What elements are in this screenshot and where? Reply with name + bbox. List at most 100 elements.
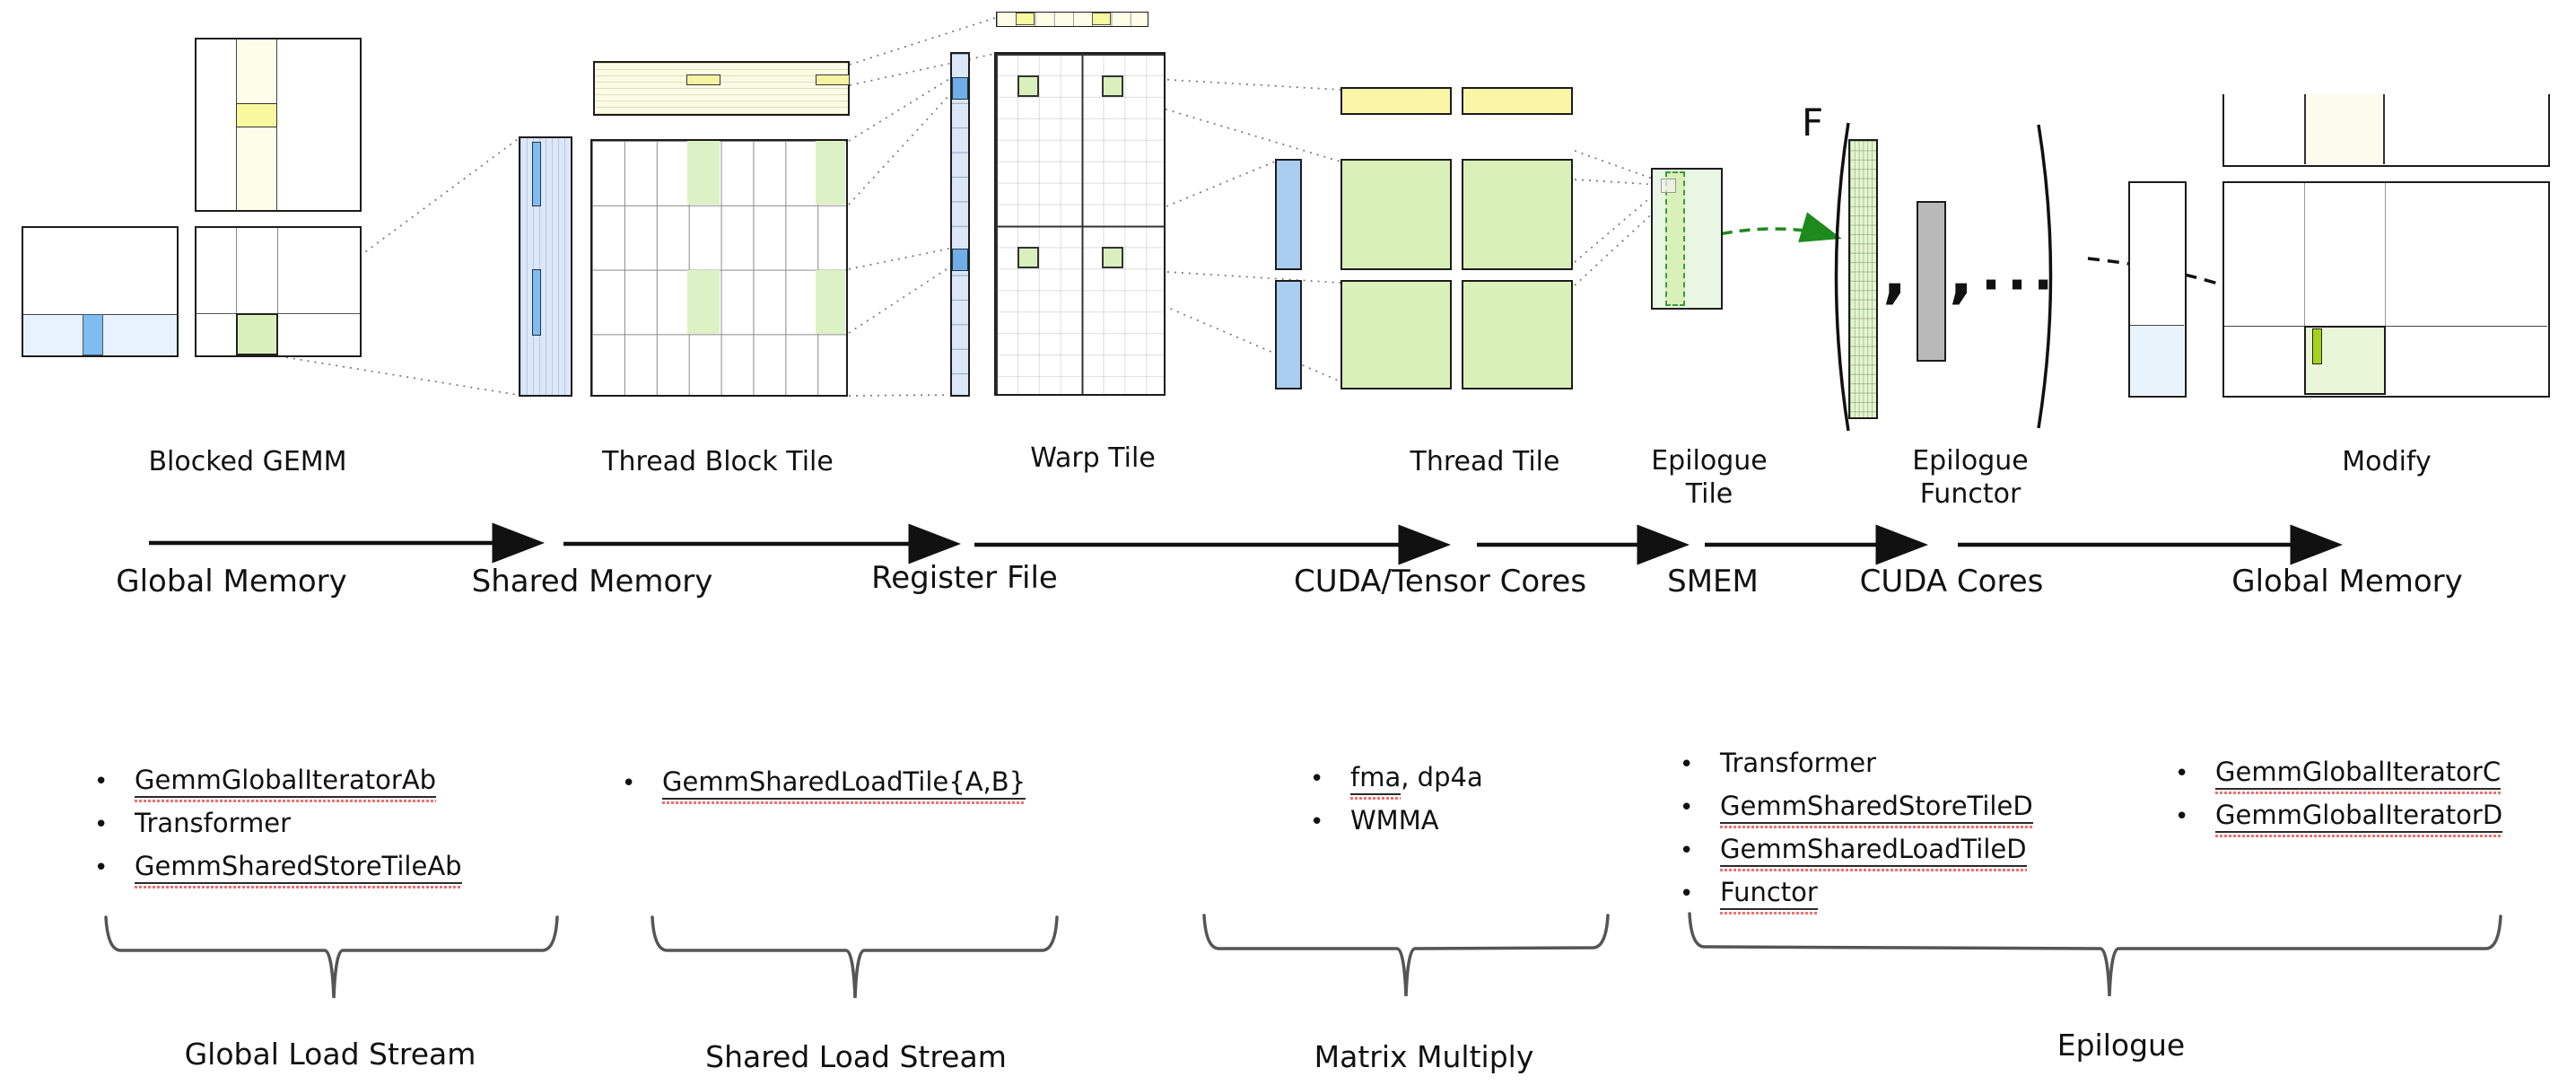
functor-comma: , bbox=[1882, 235, 1908, 311]
memory-label-cuda-tensor-cores: CUDA/Tensor Cores bbox=[1293, 564, 1587, 599]
bullet-text: GemmGlobalIteratorAb bbox=[135, 765, 437, 798]
functor-f-symbol: F bbox=[1802, 101, 1824, 144]
functor-comma: , bbox=[1949, 235, 1974, 311]
brace-label-global-load-stream: Global Load Stream bbox=[184, 1037, 476, 1072]
thread-b-strip bbox=[1462, 87, 1573, 115]
epilogue-functor-label-line1: Epilogue bbox=[1912, 445, 2029, 477]
stage-label-warp-tile: Warp Tile bbox=[1030, 442, 1156, 474]
bullet-dot: • bbox=[1680, 794, 1694, 821]
mini-strip-highlight bbox=[1016, 13, 1035, 25]
bullet-dot: • bbox=[94, 811, 109, 838]
modify-b-column-band bbox=[2303, 94, 2385, 164]
bullet-item: • fma, dp4a bbox=[1310, 762, 1483, 805]
memory-flow-arrows bbox=[149, 522, 2343, 565]
stage-label-thread-block-tile: Thread Block Tile bbox=[602, 446, 834, 477]
bullet-text: GemmGlobalIteratorC bbox=[2215, 757, 2502, 790]
epilogue-tile bbox=[1651, 168, 1723, 310]
register-fragment bbox=[952, 249, 968, 271]
bullet-item: • GemmGlobalIteratorD bbox=[2175, 800, 2503, 843]
stage-label-modify: Modify bbox=[2342, 446, 2432, 477]
bullet-dot: • bbox=[1310, 809, 1324, 836]
bullet-text: GemmSharedLoadTileD bbox=[1720, 834, 2027, 867]
bullet-text: Transformer bbox=[1720, 748, 1876, 778]
bullet-list-matrix-multiply: • fma, dp4a • WMMA bbox=[1310, 762, 1483, 848]
bullet-dot: • bbox=[1310, 766, 1324, 792]
smem-a-fragment bbox=[532, 142, 541, 206]
functor-accumulator-column bbox=[1848, 139, 1878, 419]
tb-green-cell bbox=[816, 141, 846, 205]
matrix-c-gridline bbox=[196, 313, 360, 314]
bullet-dot: • bbox=[94, 854, 109, 881]
bullet-dot: • bbox=[1680, 837, 1694, 864]
bullet-item: • Functor bbox=[1680, 877, 2033, 920]
epilogue-tile-fragment bbox=[1661, 179, 1676, 193]
modify-gridline bbox=[2384, 183, 2386, 395]
modify-source-partial bbox=[2128, 181, 2187, 398]
code-identifier: GemmGlobalIteratorC bbox=[2215, 757, 2502, 790]
smem-b-strip bbox=[593, 61, 850, 116]
code-identifier: Functor bbox=[1720, 877, 1818, 910]
memory-label-smem: SMEM bbox=[1667, 564, 1759, 599]
blocked-gemm-matrix-a bbox=[22, 226, 179, 357]
smem-b-fragment bbox=[686, 74, 720, 85]
warp-b-mini-strip bbox=[996, 12, 1148, 27]
warp-green-cell bbox=[1102, 247, 1123, 268]
bullet-dot: • bbox=[1680, 880, 1694, 907]
bullet-text: GemmSharedStoreTileAb bbox=[135, 851, 462, 884]
thread-block-tile-grid bbox=[590, 139, 848, 397]
blocked-gemm-matrix-c bbox=[195, 226, 362, 357]
register-file-strip bbox=[950, 52, 970, 397]
bullet-item: • Transformer bbox=[1680, 748, 2033, 791]
modify-highlight-block bbox=[2303, 326, 2386, 395]
matrix-c-highlight-block bbox=[236, 313, 278, 355]
bullet-dot: • bbox=[1680, 751, 1694, 778]
functor-ellipsis: ··· bbox=[1981, 254, 2060, 315]
bullet-dot: • bbox=[2175, 760, 2189, 787]
bullet-item: • GemmSharedStoreTileAb bbox=[94, 851, 462, 894]
thread-tile-accumulator bbox=[1462, 159, 1573, 270]
plain-text: Transformer bbox=[135, 808, 292, 838]
bullet-list-global-load-stream: • GemmGlobalIteratorAb • Transformer • GemmSh… bbox=[94, 765, 462, 894]
plain-text: , dp4a bbox=[1401, 762, 1483, 792]
bullet-text: Transformer bbox=[135, 808, 291, 838]
plain-text: Transformer bbox=[1720, 748, 1877, 778]
left-paren bbox=[1834, 122, 1850, 432]
thread-b-strip bbox=[1340, 87, 1452, 115]
thread-a-strip bbox=[1275, 280, 1302, 389]
modify-gridline bbox=[2303, 183, 2305, 395]
epilogue-tile-label-line2: Tile bbox=[1685, 478, 1733, 510]
bullet-list-global-store: • GemmGlobalIteratorC • GemmGlobalIteratorD bbox=[2175, 757, 2503, 843]
code-identifier: fma bbox=[1350, 762, 1402, 795]
smem-a-strip bbox=[519, 136, 572, 397]
thread-tile-accumulator bbox=[1340, 159, 1452, 270]
stage-label-thread-tile: Thread Tile bbox=[1410, 446, 1560, 477]
bullet-item: • WMMA bbox=[1310, 805, 1483, 848]
brace-label-epilogue: Epilogue bbox=[2056, 1028, 2186, 1063]
bullet-text: Functor bbox=[1720, 877, 1818, 910]
code-identifier: GemmGlobalIteratorD bbox=[2215, 800, 2503, 833]
modify-chartreuse-bar bbox=[2311, 328, 2322, 364]
tb-green-cell bbox=[686, 141, 720, 205]
bullet-text: GemmSharedLoadTile{A,B} bbox=[662, 766, 1026, 800]
stage-label-blocked-gemm: Blocked GEMM bbox=[148, 446, 347, 477]
bullet-item: • GemmSharedStoreTileD bbox=[1680, 791, 2033, 834]
smem-a-fragment bbox=[532, 269, 541, 336]
matrix-a-highlight-block bbox=[83, 314, 103, 355]
matrix-b-highlight-block bbox=[236, 103, 277, 127]
code-identifier: GemmSharedStoreTileD bbox=[1720, 791, 2033, 824]
matrix-c-gridline bbox=[236, 228, 237, 355]
modify-gridline bbox=[2224, 326, 2547, 327]
modify-matrix-c bbox=[2222, 181, 2550, 398]
bullet-text: WMMA bbox=[1350, 805, 1439, 836]
memory-label-global-memory-out: Global Memory bbox=[2231, 564, 2463, 599]
memory-label-register-file: Register File bbox=[871, 560, 1058, 596]
plain-text: WMMA bbox=[1350, 805, 1439, 836]
bullet-item: • GemmGlobalIteratorC bbox=[2175, 757, 2502, 800]
thread-tile-accumulator bbox=[1340, 280, 1452, 389]
warp-green-cell bbox=[1102, 75, 1123, 97]
modify-matrix-b-partial bbox=[2222, 94, 2550, 167]
memory-label-shared-memory: Shared Memory bbox=[471, 564, 713, 599]
bullet-text: GemmGlobalIteratorD bbox=[2215, 800, 2503, 833]
mini-strip-highlight bbox=[1092, 13, 1111, 25]
